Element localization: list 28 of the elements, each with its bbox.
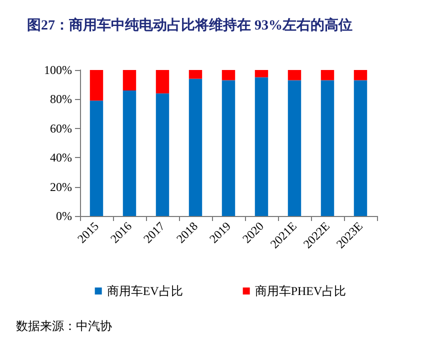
legend-label: 商用车EV占比: [106, 284, 183, 298]
y-tick-label: 0%: [56, 209, 72, 223]
source-note: 数据来源：中汽协: [16, 319, 112, 333]
bar: [90, 70, 104, 101]
bar: [156, 70, 170, 94]
bar: [122, 70, 136, 90]
bar: [188, 78, 202, 216]
y-tick-label: 20%: [50, 180, 72, 194]
bar: [188, 70, 202, 79]
bar: [320, 70, 334, 80]
chart-title: 图27：商用车中纯电动占比将维持在 93%左右的高位: [27, 16, 352, 34]
y-tick-label: 100%: [44, 63, 72, 77]
bar: [222, 70, 236, 80]
bar: [90, 100, 104, 216]
bar: [222, 80, 236, 216]
bar: [156, 93, 170, 216]
bar: [320, 80, 334, 216]
y-tick-label: 60%: [50, 121, 72, 136]
bar: [254, 77, 268, 216]
bar: [122, 90, 136, 216]
legend-label: 商用车PHEV占比: [254, 284, 346, 298]
bar: [354, 80, 368, 216]
bar: [288, 70, 302, 80]
y-tick-label: 40%: [50, 150, 72, 165]
bar: [288, 80, 302, 216]
y-tick-label: 80%: [50, 92, 72, 106]
bar: [354, 70, 368, 80]
bar: [254, 70, 268, 78]
